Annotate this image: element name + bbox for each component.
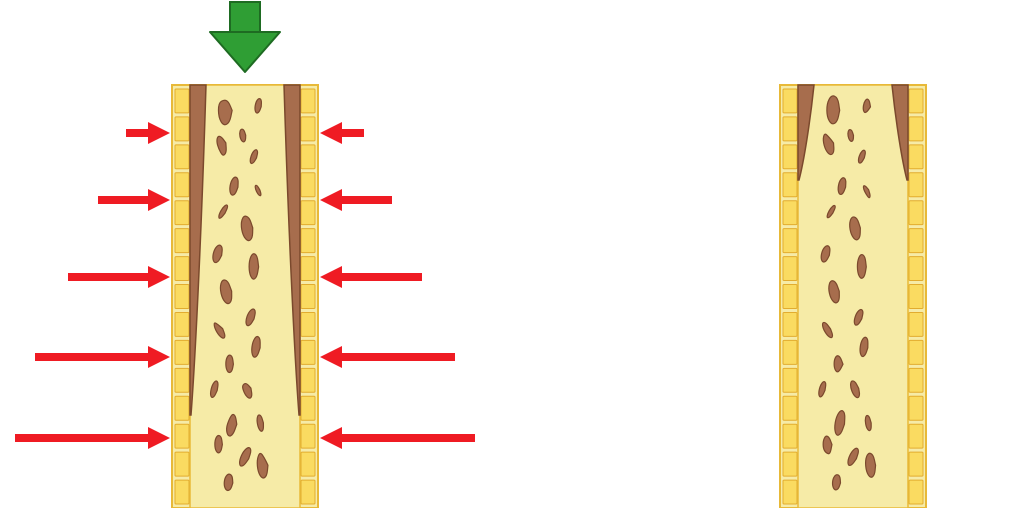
- force-arrow-left: [68, 273, 148, 281]
- load-arrow-head: [210, 32, 280, 72]
- cortical-brick: [175, 229, 189, 253]
- force-arrow-left: [35, 353, 148, 361]
- cortical-brick: [301, 396, 315, 420]
- cortical-brick: [909, 312, 923, 336]
- cortical-brick: [783, 340, 797, 364]
- cortical-brick: [909, 368, 923, 392]
- cortical-brick: [175, 173, 189, 197]
- cortical-brick: [175, 257, 189, 281]
- cortical-brick: [301, 424, 315, 448]
- cortical-brick: [783, 285, 797, 309]
- cortical-brick: [301, 368, 315, 392]
- marrow-cavity: [798, 85, 908, 508]
- cortical-brick: [783, 145, 797, 169]
- force-arrow-right-head: [320, 122, 342, 144]
- cortical-brick: [783, 89, 797, 113]
- force-arrow-right: [342, 434, 475, 442]
- cortical-brick: [909, 340, 923, 364]
- bone-left: [15, 85, 475, 508]
- cortical-brick: [301, 89, 315, 113]
- bone-chip: [215, 435, 223, 452]
- force-arrow-right-head: [320, 189, 342, 211]
- force-arrow-right: [342, 129, 364, 137]
- cortical-brick: [783, 312, 797, 336]
- cortical-brick: [301, 173, 315, 197]
- cortical-brick: [175, 89, 189, 113]
- cortical-brick: [909, 201, 923, 225]
- force-arrow-left-head: [148, 346, 170, 368]
- cortical-brick: [175, 480, 189, 504]
- cortical-brick: [175, 312, 189, 336]
- cortical-brick: [301, 480, 315, 504]
- force-arrow-left: [98, 196, 148, 204]
- force-arrow-left: [126, 129, 148, 137]
- force-arrow-right: [342, 353, 455, 361]
- cortical-brick: [175, 201, 189, 225]
- cortical-brick: [175, 424, 189, 448]
- cortical-brick: [783, 452, 797, 476]
- cortical-brick: [783, 173, 797, 197]
- cortical-brick: [175, 368, 189, 392]
- cortical-brick: [783, 201, 797, 225]
- cortical-brick: [301, 229, 315, 253]
- cortical-brick: [783, 480, 797, 504]
- cortical-brick: [783, 368, 797, 392]
- cortical-brick: [175, 285, 189, 309]
- force-arrow-left-head: [148, 427, 170, 449]
- force-arrow-right-head: [320, 427, 342, 449]
- cortical-brick: [909, 173, 923, 197]
- force-arrow-left-head: [148, 122, 170, 144]
- bone-right: [780, 85, 926, 508]
- diagram-canvas: [0, 0, 1024, 508]
- cortical-brick: [783, 117, 797, 141]
- force-arrow-right: [342, 196, 392, 204]
- force-arrow-left-head: [148, 266, 170, 288]
- cortical-brick: [909, 145, 923, 169]
- cortical-brick: [909, 89, 923, 113]
- cortical-brick: [301, 285, 315, 309]
- load-arrow-shaft: [230, 2, 260, 32]
- bone-chip: [249, 254, 259, 279]
- cortical-brick: [175, 340, 189, 364]
- force-arrow-left-head: [148, 189, 170, 211]
- cortical-brick: [301, 201, 315, 225]
- cortical-brick: [783, 396, 797, 420]
- cortical-brick: [175, 452, 189, 476]
- cortical-brick: [175, 396, 189, 420]
- cortical-brick: [301, 257, 315, 281]
- force-arrow-right: [342, 273, 422, 281]
- force-arrow-left: [15, 434, 148, 442]
- force-arrow-right-head: [320, 266, 342, 288]
- cortical-brick: [175, 117, 189, 141]
- cortical-brick: [175, 145, 189, 169]
- bone-chip: [226, 355, 234, 372]
- load-arrow-down: [210, 2, 280, 72]
- cortical-brick: [909, 257, 923, 281]
- cortical-brick: [301, 340, 315, 364]
- cortical-brick: [909, 424, 923, 448]
- cortical-brick: [909, 396, 923, 420]
- force-arrow-right-head: [320, 346, 342, 368]
- bone-chip: [857, 255, 866, 279]
- cortical-brick: [909, 285, 923, 309]
- cortical-brick: [783, 424, 797, 448]
- cortical-brick: [301, 117, 315, 141]
- cortical-brick: [909, 229, 923, 253]
- cortical-brick: [909, 117, 923, 141]
- marrow-cavity: [190, 85, 300, 508]
- cortical-brick: [909, 452, 923, 476]
- cortical-brick: [301, 452, 315, 476]
- cortical-brick: [301, 145, 315, 169]
- cortical-brick: [301, 312, 315, 336]
- bone-chip: [827, 96, 840, 124]
- cortical-brick: [909, 480, 923, 504]
- cortical-brick: [783, 257, 797, 281]
- cortical-brick: [783, 229, 797, 253]
